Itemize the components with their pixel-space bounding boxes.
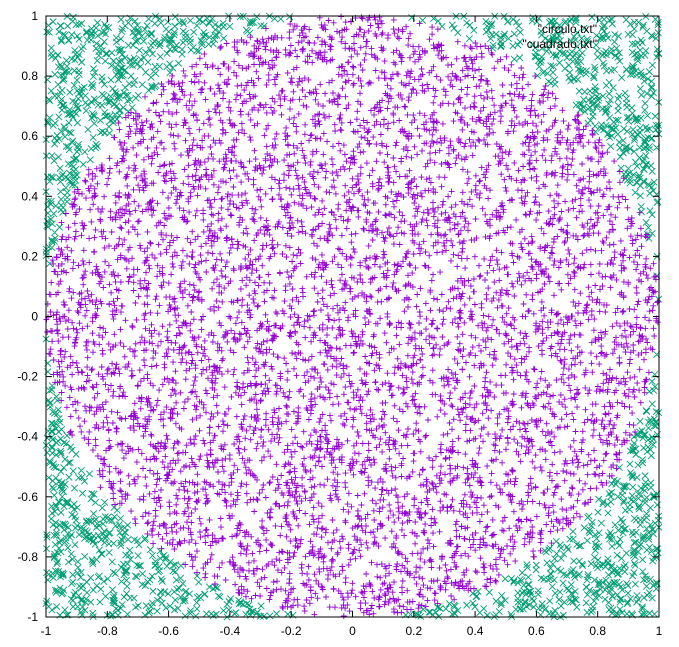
x-tick-label: -0.4	[220, 624, 241, 638]
x-tick-label: 0	[349, 624, 356, 638]
series-cuadrado-points	[42, 12, 663, 621]
y-tick-label: 0	[31, 310, 38, 324]
x-tick-label: 0.2	[405, 624, 422, 638]
y-tick-label: 0.8	[21, 69, 38, 83]
y-tick-label: -0.2	[17, 370, 38, 384]
y-tick-label: -1	[27, 610, 38, 624]
y-tick-label: 0.6	[21, 129, 38, 143]
x-tick-label: -0.2	[281, 624, 302, 638]
x-tick-label: 0.6	[528, 624, 545, 638]
x-tick-label: 1	[656, 624, 663, 638]
x-tick-label: -0.8	[97, 624, 118, 638]
legend-label-cuadrado: "cuadrado.txt"	[522, 37, 597, 51]
x-tick-label: -0.6	[158, 624, 179, 638]
x-tick-label: 0.4	[467, 624, 484, 638]
x-tick-label: -1	[41, 624, 52, 638]
y-tick-label: 0.2	[21, 249, 38, 263]
y-tick-label: -0.4	[17, 430, 38, 444]
y-tick-label: -0.8	[17, 550, 38, 564]
ticks-layer: -1 -0.8 -0.6 -0.4 -0.2 0 0.2 0.4 0.6 0.8 1 1 0.8 0.6 0…	[17, 9, 662, 638]
x-tick-label: 0.8	[589, 624, 606, 638]
legend-label-circulo: "circulo.txt"	[538, 22, 597, 36]
y-tick-label: -0.6	[17, 490, 38, 504]
legend: "circulo.txt" "cuadrado.txt"	[522, 22, 597, 51]
points-layer	[42, 12, 663, 621]
y-tick-label: 1	[31, 9, 38, 23]
series-circulo-points	[43, 13, 661, 619]
y-tick-label: 0.4	[21, 189, 38, 203]
